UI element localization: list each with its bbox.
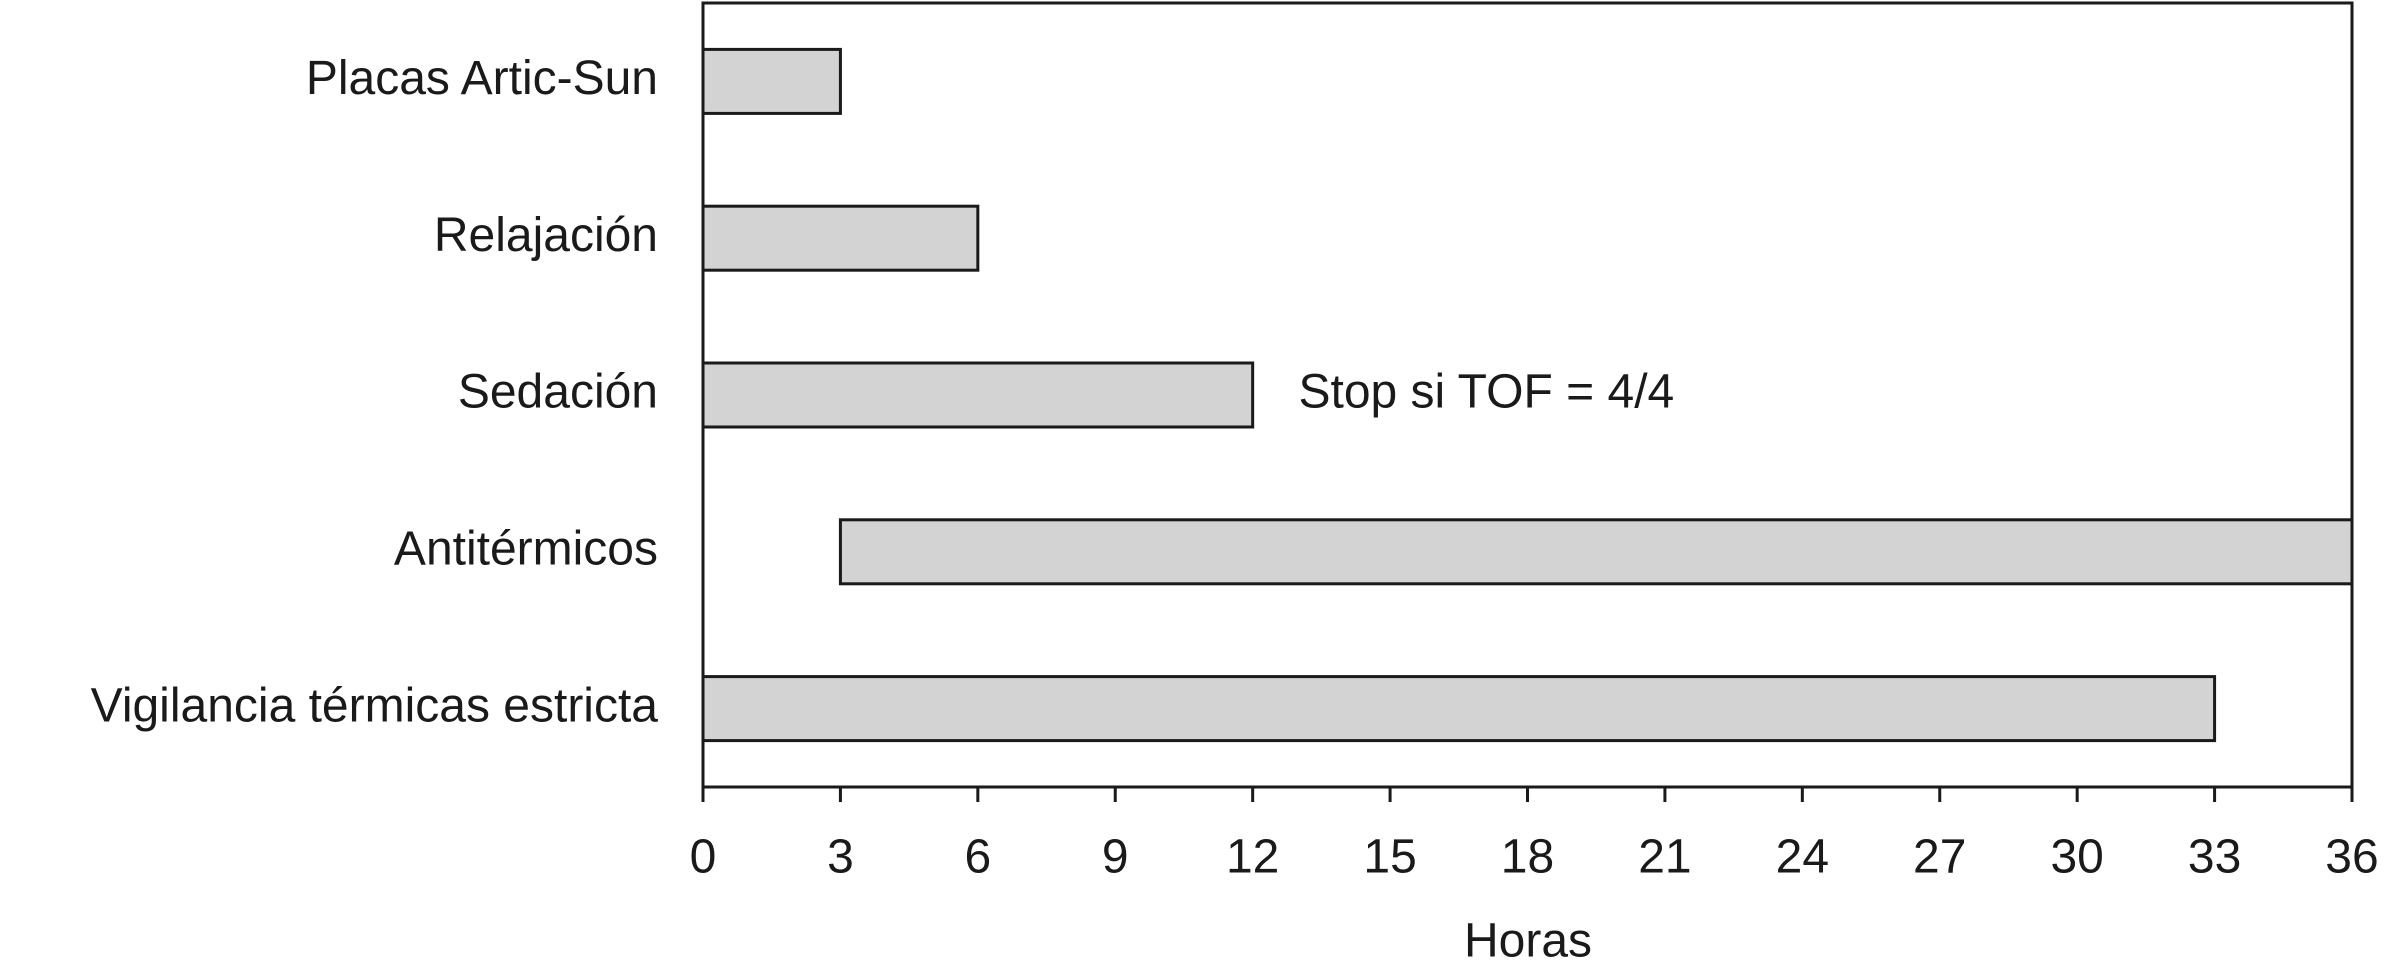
bar: [701, 204, 980, 272]
bar: [838, 518, 2354, 586]
y-tick-label: Sedación: [458, 366, 658, 419]
x-tick-label: 6: [964, 831, 991, 884]
x-tick-label: 33: [2188, 831, 2241, 884]
y-tick-label: Placas Artic-Sun: [306, 52, 658, 105]
annotation: Stop si TOF = 4/4: [1298, 366, 1674, 419]
x-tick-label: 12: [1226, 831, 1279, 884]
x-tick-label: 18: [1501, 831, 1554, 884]
x-tick-label: 0: [690, 831, 717, 884]
y-tick-label: Antitérmicos: [394, 522, 658, 575]
x-tick-label: 21: [1638, 831, 1691, 884]
x-tick-label: 9: [1102, 831, 1129, 884]
y-tick-label: Vigilancia térmicas estricta: [91, 679, 659, 732]
x-tick-label: 30: [2050, 831, 2103, 884]
x-axis-title: Horas: [1464, 915, 1592, 968]
bar: [701, 675, 2217, 743]
x-tick-label: 36: [2325, 831, 2378, 884]
x-tick-label: 15: [1363, 831, 1416, 884]
x-tick-label: 24: [1776, 831, 1829, 884]
x-tick-label: 27: [1913, 831, 1966, 884]
bar: [701, 361, 1255, 429]
x-tick-label: 3: [827, 831, 854, 884]
bar: [701, 47, 842, 115]
y-tick-label: Relajación: [434, 209, 658, 262]
